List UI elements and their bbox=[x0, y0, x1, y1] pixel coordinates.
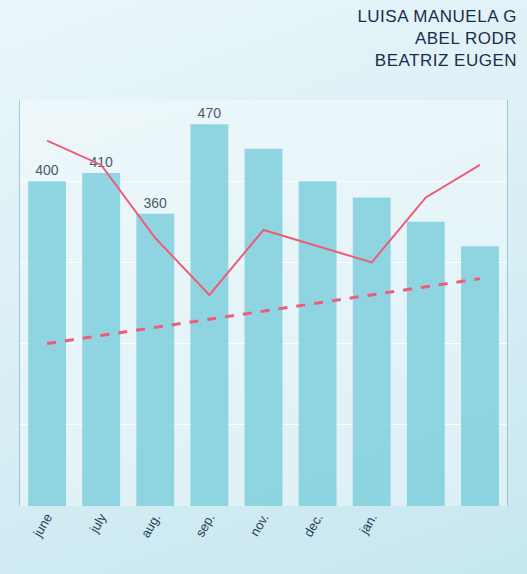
svg-text:dec.: dec. bbox=[301, 511, 326, 540]
svg-text:july: july bbox=[86, 510, 109, 536]
svg-text:410: 410 bbox=[89, 154, 113, 170]
svg-text:360: 360 bbox=[143, 195, 167, 211]
svg-text:nov.: nov. bbox=[247, 511, 272, 539]
svg-text:470: 470 bbox=[198, 105, 222, 121]
svg-text:jan.: jan. bbox=[356, 511, 380, 538]
html-text:ABEL RODR: ABEL RODR bbox=[414, 29, 517, 48]
svg-text:aug.: aug. bbox=[138, 511, 164, 540]
svg-text:june: june bbox=[30, 511, 56, 541]
html-text:LUISA MANUELA G: LUISA MANUELA G bbox=[357, 7, 517, 26]
svg-text:sep.: sep. bbox=[192, 511, 217, 540]
html-text:BEATRIZ EUGEN: BEATRIZ EUGEN bbox=[374, 51, 517, 70]
svg-text:400: 400 bbox=[35, 162, 59, 178]
